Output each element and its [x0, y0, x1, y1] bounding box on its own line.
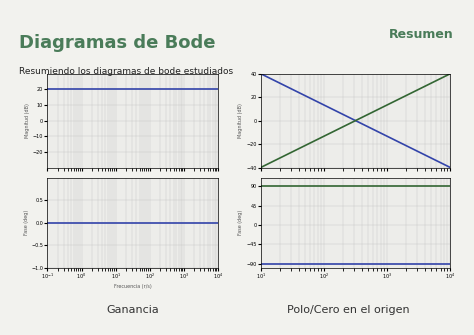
Y-axis label: Fase (deg): Fase (deg) [24, 210, 28, 236]
Text: Diagramas de Bode: Diagramas de Bode [19, 34, 216, 52]
Text: Resumiendo los diagramas de bode estudiados: Resumiendo los diagramas de bode estudia… [19, 67, 233, 76]
X-axis label: Frecuencia (r/s): Frecuencia (r/s) [114, 284, 152, 289]
Text: Polo/Cero en el origen: Polo/Cero en el origen [287, 305, 410, 315]
Text: Resumen: Resumen [389, 28, 454, 42]
Text: Ganancia: Ganancia [106, 305, 159, 315]
Y-axis label: Magnitud (dB): Magnitud (dB) [25, 103, 30, 138]
Y-axis label: Magnitud (dB): Magnitud (dB) [238, 103, 243, 138]
Y-axis label: Fase (deg): Fase (deg) [238, 210, 243, 236]
